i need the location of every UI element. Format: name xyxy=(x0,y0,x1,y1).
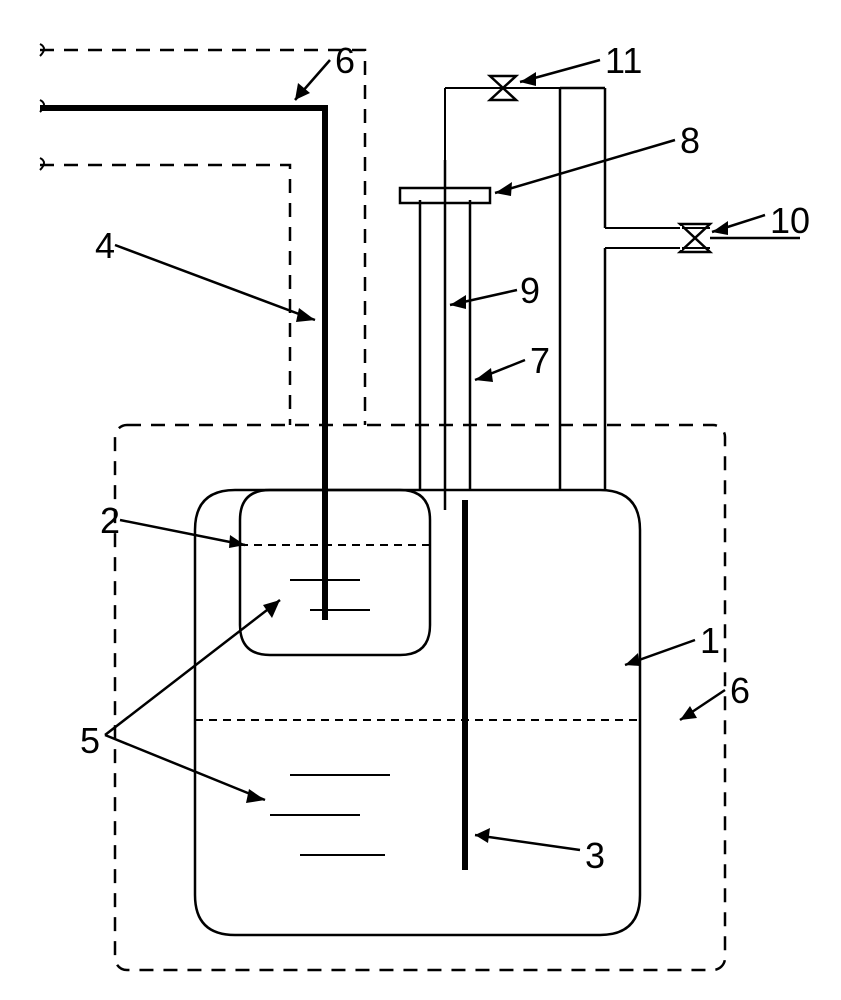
leader-8 xyxy=(495,140,675,193)
arrowhead-6b xyxy=(680,706,697,720)
schematic-svg xyxy=(0,0,841,1000)
arrowhead-4 xyxy=(296,308,315,322)
label-4: 4 xyxy=(95,225,115,267)
label-8: 8 xyxy=(680,120,700,162)
label-11: 11 xyxy=(605,40,642,82)
label-3: 3 xyxy=(585,835,605,877)
arrowhead-2 xyxy=(229,535,245,548)
arrowhead-5a xyxy=(263,600,280,618)
inner-container xyxy=(240,490,430,655)
leader-4 xyxy=(115,245,315,320)
label-1: 1 xyxy=(700,620,720,662)
arrowhead-9 xyxy=(450,295,466,309)
arrowhead-8 xyxy=(495,182,512,196)
leader-5a xyxy=(105,600,280,735)
main-container xyxy=(195,490,640,935)
label-5: 5 xyxy=(80,720,100,762)
arrowhead-1 xyxy=(625,653,640,666)
arrowhead-5b xyxy=(246,789,265,803)
label-7: 7 xyxy=(530,340,550,382)
arrowhead-7 xyxy=(475,368,493,382)
outer-dashed-box xyxy=(115,425,725,970)
label-9: 9 xyxy=(520,270,540,312)
label-6b: 6 xyxy=(730,670,750,712)
label-10: 10 xyxy=(770,200,810,242)
arrowhead-3 xyxy=(475,828,490,843)
leader-5b xyxy=(105,735,265,800)
mask2 xyxy=(660,226,682,250)
label-2: 2 xyxy=(100,500,120,542)
leader-3 xyxy=(475,835,580,850)
arrowhead-11 xyxy=(520,72,536,86)
diagram-canvas: 1 2 3 4 5 6 6 7 8 9 10 11 xyxy=(0,0,841,1000)
thick-pipe-4 xyxy=(40,108,325,620)
leader-2 xyxy=(120,520,245,545)
label-6a: 6 xyxy=(335,40,355,82)
